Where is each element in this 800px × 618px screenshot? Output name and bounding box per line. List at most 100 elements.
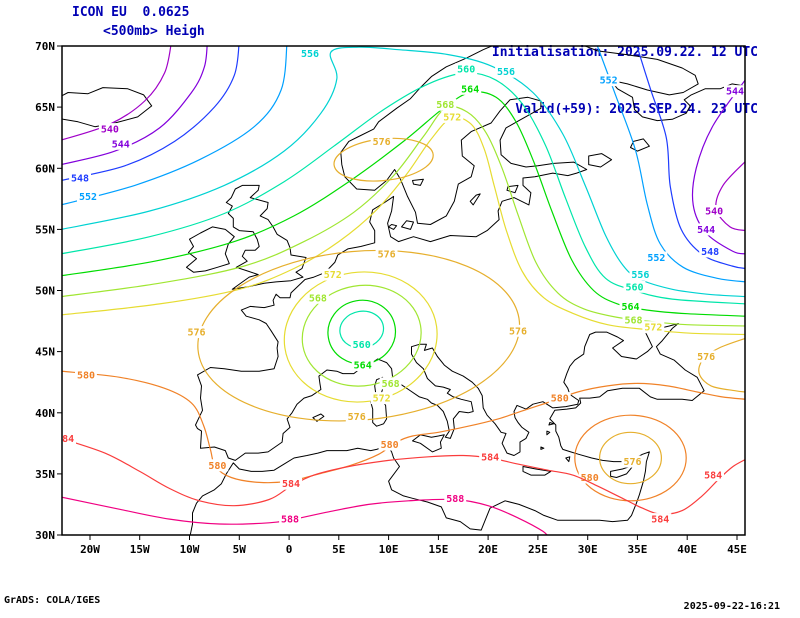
contour-label: 552 xyxy=(647,253,665,264)
contour-line xyxy=(62,496,549,535)
contour-label-mask xyxy=(77,190,99,203)
contour-label: 572 xyxy=(324,270,342,281)
contour-level-576: 576 576 576 576 576 576 576 xyxy=(185,135,745,485)
contour-line xyxy=(715,160,745,232)
contour-label-mask xyxy=(75,368,97,381)
contour-label-mask xyxy=(642,321,665,334)
contour-line xyxy=(636,46,745,269)
lon-axis-label: 10E xyxy=(379,543,399,556)
axes-layer: 70N 65N 60N 55N 50N 45N 40N 35N 30N 20W 15W 10W 5W 0 5… xyxy=(35,40,747,556)
contour-label-mask xyxy=(724,85,745,98)
lon-axis-label: 20W xyxy=(80,543,100,556)
contour-label-mask xyxy=(479,450,502,463)
contour-label: 552 xyxy=(79,192,97,203)
lon-axis-label: 0 xyxy=(286,543,293,556)
lat-axis-label: 55N xyxy=(35,223,55,236)
contour-label-mask xyxy=(444,492,467,505)
creation-timestamp: 2025-09-22-16:21 xyxy=(683,601,780,612)
coast-chios xyxy=(546,430,551,436)
contour-label-mask xyxy=(62,432,76,445)
contour-label-mask xyxy=(280,477,302,490)
contour-line xyxy=(62,106,745,327)
contour-label: 544 xyxy=(726,87,744,98)
contour-line xyxy=(62,46,208,166)
lat-axis-label: 65N xyxy=(35,101,55,114)
contour-label-mask xyxy=(699,245,722,258)
contour-label: 568 xyxy=(309,293,327,304)
contour-label: 556 xyxy=(301,49,319,60)
contour-label-mask xyxy=(695,223,718,236)
contour-label: 580 xyxy=(208,461,226,472)
contour-label: 580 xyxy=(77,370,95,381)
contour-line xyxy=(698,337,745,393)
contour-label-mask xyxy=(109,137,132,150)
contour-line xyxy=(691,79,745,255)
contour-label: 556 xyxy=(631,270,649,281)
contour-label: 552 xyxy=(600,76,618,87)
contour-label: 576 xyxy=(378,249,396,260)
contour-label-mask xyxy=(507,324,529,337)
contour-label-mask xyxy=(185,326,208,339)
coastlines-layer xyxy=(62,46,745,535)
contour-label: 556 xyxy=(497,67,515,78)
contour-label: 588 xyxy=(446,494,464,505)
lat-axis-label: 40N xyxy=(35,407,55,420)
contour-line xyxy=(62,91,745,317)
contour-label-mask xyxy=(98,123,121,136)
contour-label: 568 xyxy=(382,379,400,390)
contour-label: 572 xyxy=(644,323,662,334)
contour-level-552: 552 552 552 xyxy=(62,46,745,283)
contour-label-mask xyxy=(351,359,374,372)
contour-label-mask xyxy=(370,135,393,148)
contour-label: 580 xyxy=(381,440,399,451)
contour-label-mask xyxy=(206,459,229,472)
lon-axis-label: 40E xyxy=(677,543,697,556)
coast-sicily xyxy=(412,434,445,453)
lat-axis-label: 50N xyxy=(35,285,55,298)
contour-label: 544 xyxy=(112,139,130,150)
contour-level-560: 560 560 560 xyxy=(62,63,745,351)
coast-rhodes xyxy=(565,456,571,463)
contour-label-mask xyxy=(619,300,642,313)
contour-label: 580 xyxy=(551,394,569,405)
contour-label-mask xyxy=(597,74,620,87)
contour-label: 576 xyxy=(373,137,391,148)
contour-label: 568 xyxy=(436,100,454,111)
lon-axis-label: 35E xyxy=(627,543,647,556)
lon-axis-label: 30E xyxy=(578,543,598,556)
lon-axis-label: 25E xyxy=(528,543,548,556)
lat-axis-label: 60N xyxy=(35,162,55,175)
contour-line xyxy=(283,271,438,403)
coast-crete xyxy=(522,466,552,476)
contour-label: 584 xyxy=(282,479,300,490)
contour-label: 576 xyxy=(348,412,366,423)
contour-label: 572 xyxy=(373,394,391,405)
contour-level-548: 548 548 xyxy=(62,46,745,269)
model-title: ICON EU 0.0625 xyxy=(72,5,190,20)
map-layers: 5405405445445445485485525525525565565565… xyxy=(62,46,745,535)
coast-cyprus xyxy=(610,464,634,478)
contour-line xyxy=(62,116,745,336)
contour-label: 584 xyxy=(704,471,722,482)
contour-label-mask xyxy=(629,268,652,281)
contour-level-580: 580 580 580 580 580 xyxy=(62,368,745,502)
contour-label-mask xyxy=(703,205,725,217)
contour-level-584: 584 584 584 584 584 xyxy=(62,432,745,526)
lat-axis-label: 45N xyxy=(35,346,55,359)
contour-label: 540 xyxy=(705,207,723,218)
coast-kola-white-sea xyxy=(583,46,745,122)
contour-label: 576 xyxy=(509,326,527,337)
contour-level-572: 572 572 572 572 xyxy=(62,110,745,405)
contour-label: 588 xyxy=(281,515,299,526)
contour-label-mask xyxy=(299,47,321,60)
contour-line xyxy=(62,72,745,305)
contour-label: 560 xyxy=(353,340,371,351)
contour-label-mask xyxy=(375,247,398,260)
contour-line xyxy=(62,46,172,141)
contour-label-mask xyxy=(495,65,517,78)
contour-label: 548 xyxy=(71,174,89,185)
contour-label-mask xyxy=(307,291,329,304)
lon-axis-label: 20E xyxy=(478,543,498,556)
